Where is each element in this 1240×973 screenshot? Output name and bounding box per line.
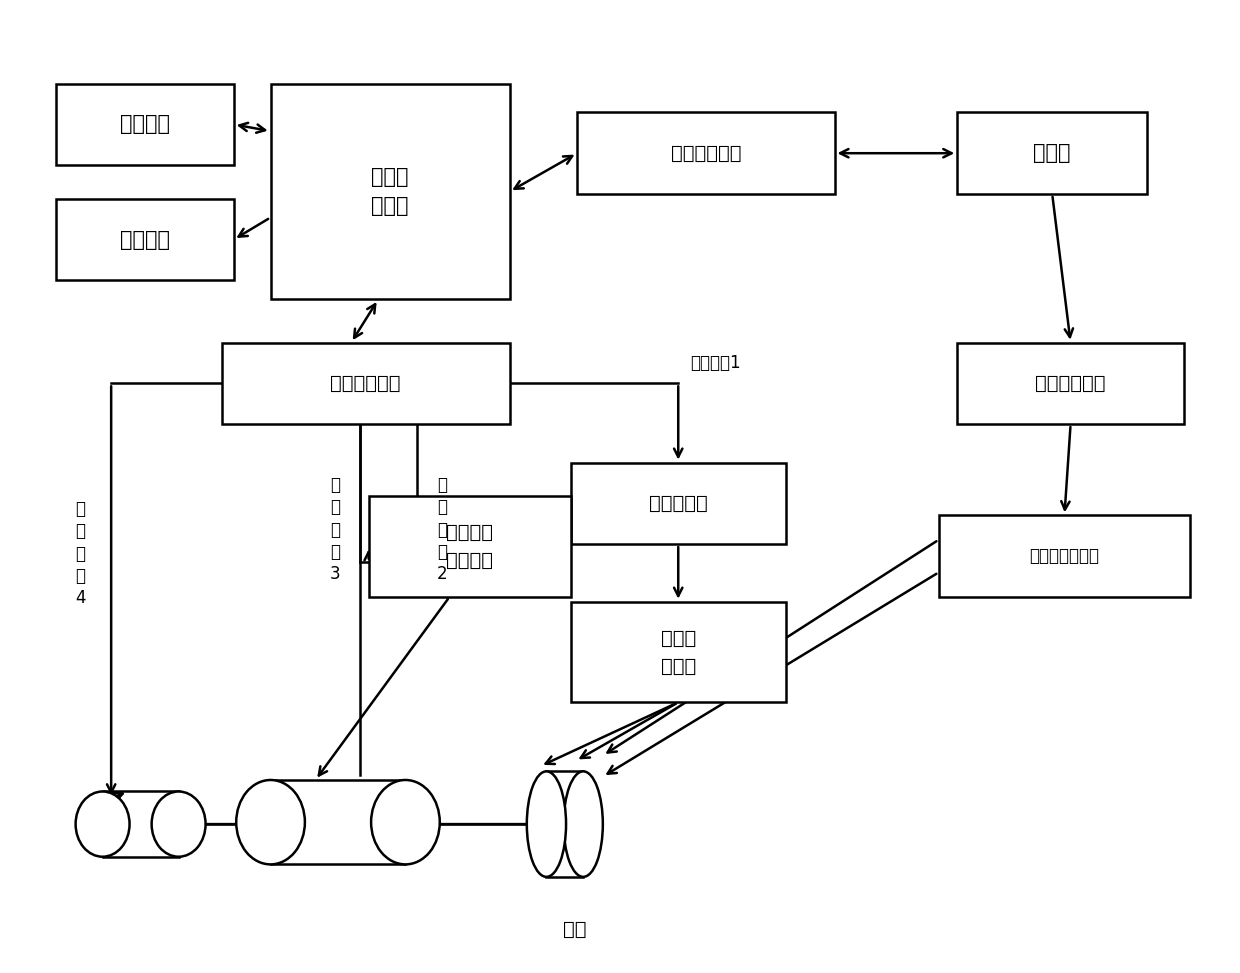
Ellipse shape xyxy=(76,791,129,856)
Text: 串口通信模块: 串口通信模块 xyxy=(671,144,742,162)
Text: 信号采集电路: 信号采集电路 xyxy=(1035,374,1106,393)
Bar xyxy=(957,113,1147,194)
Text: 微处理
器模块: 微处理 器模块 xyxy=(371,166,409,216)
Bar xyxy=(957,342,1184,424)
Bar xyxy=(103,791,179,856)
Ellipse shape xyxy=(527,772,565,877)
Bar xyxy=(939,516,1190,596)
Text: 液晶显示: 液晶显示 xyxy=(120,230,170,249)
Bar xyxy=(222,342,510,424)
Ellipse shape xyxy=(564,772,603,877)
Text: 控制信号1: 控制信号1 xyxy=(691,354,742,372)
Text: 存储模块: 存储模块 xyxy=(120,115,170,134)
Text: 光路传
输机构: 光路传 输机构 xyxy=(661,629,696,675)
Ellipse shape xyxy=(237,780,305,864)
Text: 控
制
信
号
3: 控 制 信 号 3 xyxy=(330,476,341,583)
Bar xyxy=(56,198,234,280)
Text: 计算机: 计算机 xyxy=(1033,143,1071,163)
Bar xyxy=(570,462,785,544)
Bar xyxy=(270,780,405,864)
Bar xyxy=(270,84,510,300)
Text: 激光位移传感器: 激光位移传感器 xyxy=(1029,547,1100,565)
Bar xyxy=(368,496,570,596)
Text: 光纤激光器: 光纤激光器 xyxy=(649,493,708,513)
Ellipse shape xyxy=(151,791,206,856)
Bar xyxy=(547,772,583,877)
Text: 控
制
信
号
2: 控 制 信 号 2 xyxy=(436,476,448,583)
Bar xyxy=(577,113,835,194)
Text: 串口通信模块: 串口通信模块 xyxy=(330,374,401,393)
Text: 控
制
信
号
4: 控 制 信 号 4 xyxy=(76,500,86,607)
Bar xyxy=(570,601,785,703)
Bar xyxy=(56,84,234,165)
Text: 砂轮: 砂轮 xyxy=(563,920,587,939)
Text: 数控磨床
进给系统: 数控磨床 进给系统 xyxy=(446,523,494,570)
Ellipse shape xyxy=(371,780,440,864)
